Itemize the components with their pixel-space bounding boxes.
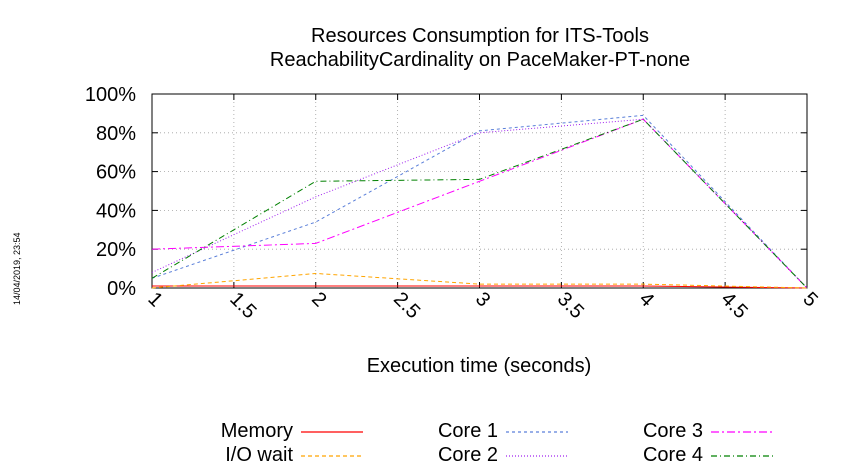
- legend-item-memory: Memory: [150, 420, 363, 444]
- y-tick-label: 100%: [85, 84, 136, 106]
- legend-item-core-3: Core 3: [580, 420, 773, 444]
- x-axis-label: Execution time (seconds): [367, 355, 592, 377]
- x-tick-label: 2: [307, 288, 330, 311]
- legend-swatch: [711, 455, 773, 457]
- x-tick-label: 5: [798, 288, 821, 311]
- chart-title-line-2: ReachabilityCardinality on PaceMaker-PT-…: [270, 49, 690, 71]
- legend-item-io-wait: I/O wait: [150, 444, 363, 468]
- y-tick-label: 60%: [96, 162, 136, 184]
- legend-item-core-4: Core 4: [580, 444, 773, 468]
- x-tick-label: 2.5: [389, 288, 424, 323]
- legend: Memory I/O wait Core 1 Core 2 Core 3 Cor…: [0, 420, 850, 470]
- legend-swatch: [711, 431, 773, 433]
- chart-title-line-1: Resources Consumption for ITS-Tools: [311, 25, 649, 47]
- legend-label: I/O wait: [225, 444, 293, 466]
- x-tick-label: 3: [471, 288, 494, 311]
- timestamp: 14/04/2019, 23:54: [12, 232, 22, 305]
- x-tick-label: 4: [635, 288, 658, 311]
- legend-label: Core 2: [437, 444, 498, 466]
- series-line-core-3: [151, 118, 808, 289]
- legend-label: Core 4: [642, 444, 703, 466]
- legend-swatch: [506, 455, 568, 457]
- series-group: [151, 114, 808, 289]
- series-line-i-o-wait: [151, 272, 808, 289]
- legend-label: Core 3: [642, 420, 703, 442]
- legend-item-core-2: Core 2: [380, 444, 568, 468]
- legend-label: Memory: [220, 420, 293, 442]
- series-line-memory: [152, 285, 808, 289]
- series-line-core-1: [151, 114, 808, 289]
- series-line-core-4: [151, 118, 808, 289]
- x-tick-label: 1.5: [225, 288, 260, 323]
- series-line-core-2: [151, 118, 808, 289]
- legend-item-core-1: Core 1: [380, 420, 568, 444]
- x-tick-label: 3.5: [553, 288, 588, 323]
- legend-swatch: [506, 431, 568, 433]
- y-tick-label: 0%: [107, 278, 136, 300]
- x-tick-label: 4.5: [717, 288, 752, 323]
- chart: Resources Consumption for ITS-Tools Reac…: [85, 25, 822, 377]
- grid: [152, 94, 807, 288]
- y-tick-label: 40%: [96, 200, 136, 222]
- y-tick-label: 20%: [96, 239, 136, 261]
- legend-label: Core 1: [437, 420, 498, 442]
- legend-swatch: [301, 431, 363, 433]
- y-tick-label: 80%: [96, 123, 136, 145]
- x-tick-label: 1: [143, 288, 166, 311]
- legend-swatch: [301, 455, 363, 457]
